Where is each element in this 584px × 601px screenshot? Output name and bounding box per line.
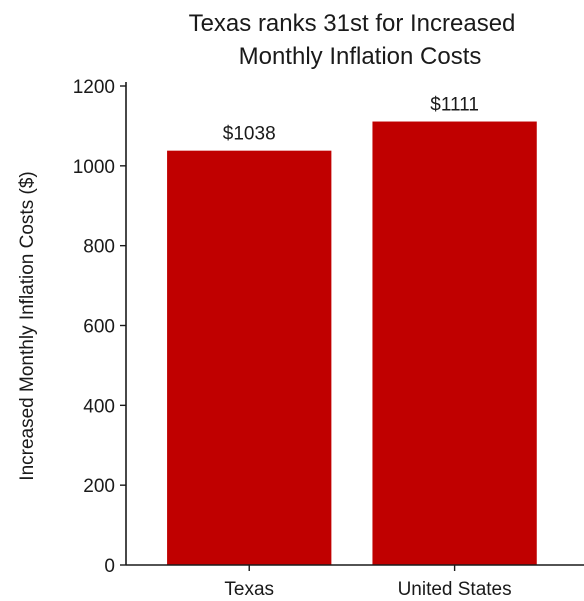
data-label-united-states: $1111 [430,95,479,116]
data-labels-group: $1038 $1111 [223,95,479,145]
y-axis-ticks: 0 200 400 600 800 1000 1200 [73,77,126,577]
x-tick-label-united-states: United States [398,579,512,600]
chart-title-line-2: Monthly Inflation Costs [239,43,482,70]
bars-group [167,121,537,566]
y-tick-label-600: 600 [83,317,115,338]
chart-title-line-1: Texas ranks 31st for Increased [189,10,516,37]
x-tick-label-texas: Texas [224,579,274,600]
data-label-texas: $1038 [223,124,276,145]
y-tick-label-400: 400 [83,396,115,417]
x-axis-ticks: Texas United States [224,565,512,600]
bar-united-states [372,121,537,566]
bar-texas [167,150,332,566]
y-tick-label-1200: 1200 [73,77,115,98]
y-tick-label-200: 200 [83,476,115,497]
y-axis-label: Increased Monthly Inflation Costs ($) [17,171,38,480]
y-tick-label-1000: 1000 [73,157,115,178]
y-tick-label-800: 800 [83,237,115,258]
chart-title: Texas ranks 31st for Increased Monthly I… [189,10,516,70]
y-tick-label-0: 0 [104,556,115,577]
